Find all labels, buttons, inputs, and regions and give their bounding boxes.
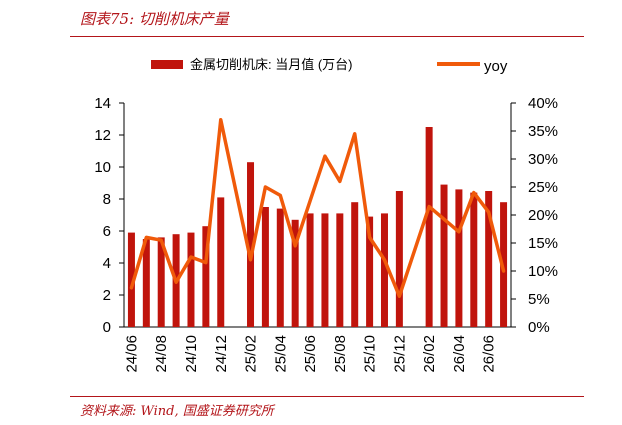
right-tick-label: 40% (528, 95, 558, 112)
bar (336, 213, 344, 327)
bar (217, 197, 225, 327)
x-tick-label: 25/04 (272, 335, 289, 373)
right-tick-label: 10% (528, 263, 558, 280)
bar (306, 213, 314, 327)
x-tick-label: 26/04 (451, 335, 468, 373)
bar (470, 192, 478, 327)
bar (127, 232, 135, 327)
right-tick-label: 25% (528, 179, 558, 196)
x-tick-label: 24/10 (183, 335, 200, 373)
bar (321, 213, 329, 327)
yoy-series-line (129, 118, 506, 298)
x-tick-label: 26/02 (421, 335, 438, 373)
left-tick-label: 10 (94, 159, 111, 176)
bar (187, 232, 195, 327)
figure-title: 图表75: 切削机床产量 (80, 10, 229, 28)
left-tick-label: 2 (103, 287, 111, 304)
left-axis-ticks: 0 2 4 6 8 10 12 14 (94, 95, 124, 336)
bar (247, 162, 255, 327)
bar (142, 239, 150, 327)
legend: 金属切削机床: 当月值 (万台) yoy (151, 57, 508, 75)
axes (123, 103, 512, 328)
right-tick-label: 15% (528, 235, 558, 252)
bar (440, 184, 448, 327)
left-tick-label: 12 (94, 127, 111, 144)
x-tick-label: 25/08 (332, 335, 349, 373)
bar (157, 237, 165, 327)
x-tick-label: 24/06 (123, 335, 140, 373)
x-axis-ticks: 24/06 24/08 24/10 24/12 25/02 25/04 25/06 25/08… (123, 335, 497, 373)
x-tick-label: 26/06 (481, 335, 498, 373)
bar (351, 202, 359, 327)
top-divider (70, 36, 584, 37)
bar (485, 191, 493, 327)
legend-bar-swatch (151, 60, 183, 69)
x-tick-label: 24/08 (153, 335, 170, 373)
bar (455, 189, 463, 327)
bar (380, 213, 388, 327)
right-axis-ticks: 0% 5% 10% 15% 20% 25% 30% 35% 40% (511, 95, 558, 336)
bar (202, 226, 210, 327)
x-tick-label: 25/06 (302, 335, 319, 373)
bar (395, 191, 403, 327)
left-tick-label: 6 (103, 223, 111, 240)
left-tick-label: 8 (103, 191, 111, 208)
right-tick-label: 20% (528, 207, 558, 224)
bar (276, 208, 284, 327)
bar (425, 127, 433, 327)
legend-bar-label: 金属切削机床: 当月值 (万台) (190, 57, 353, 72)
source-note: 资料来源: Wind, 国盛证券研究所 (80, 404, 274, 419)
yoy-line (129, 118, 506, 298)
left-tick-label: 4 (103, 255, 111, 272)
bar (366, 216, 374, 327)
bottom-divider (70, 396, 584, 397)
right-tick-label: 30% (528, 151, 558, 168)
right-tick-label: 35% (528, 123, 558, 140)
left-tick-label: 0 (103, 319, 111, 336)
right-tick-label: 5% (528, 291, 550, 308)
right-tick-label: 0% (528, 319, 550, 336)
bars (127, 127, 508, 327)
bar (291, 219, 299, 327)
x-tick-label: 25/02 (243, 335, 260, 373)
left-tick-label: 14 (94, 95, 111, 112)
x-tick-label: 25/12 (391, 335, 408, 373)
x-tick-label: 25/10 (362, 335, 379, 373)
bar (261, 207, 269, 327)
x-tick-label: 24/12 (213, 335, 230, 373)
legend-line-label: yoy (484, 58, 508, 75)
